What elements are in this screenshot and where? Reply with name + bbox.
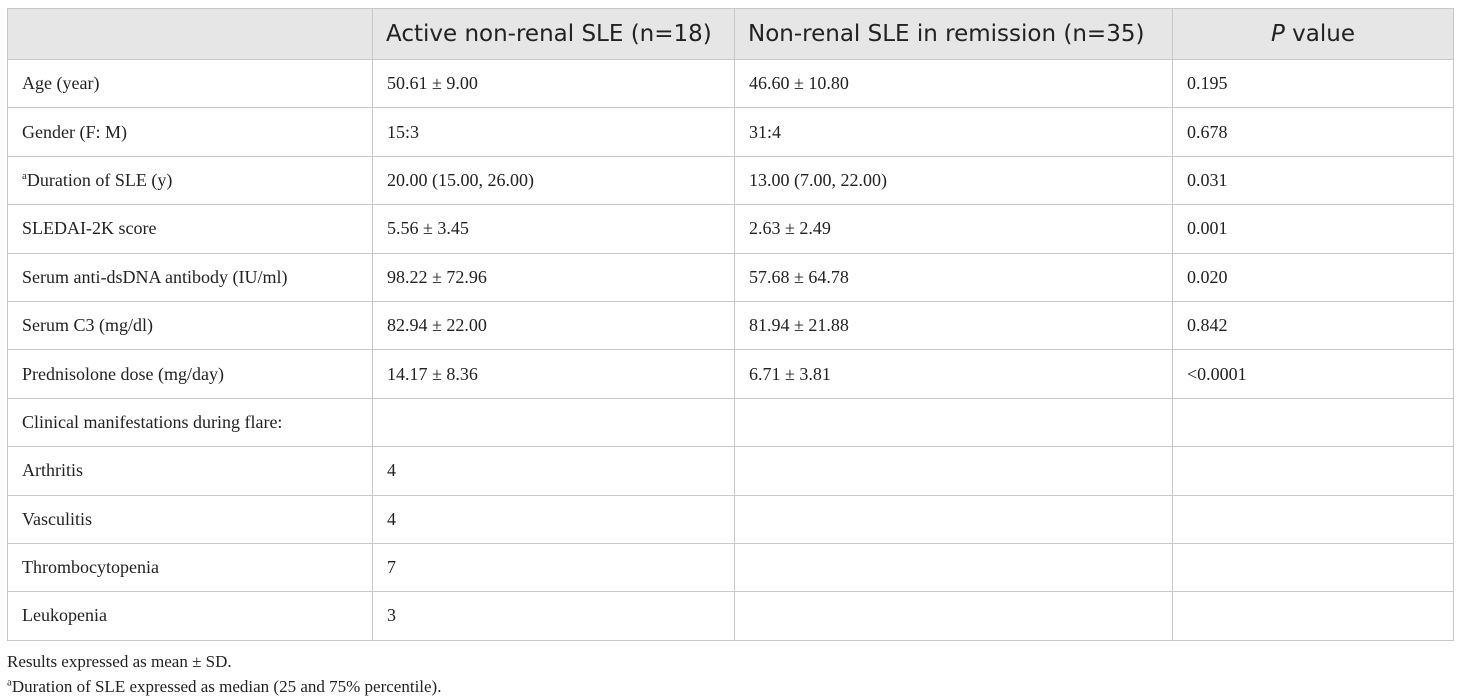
- row-label-cell: Vasculitis: [7, 494, 373, 544]
- p-value-cell: [1172, 397, 1454, 448]
- header-cell-remission: Non-renal SLE in remission (n=35): [734, 8, 1173, 60]
- remission-value-cell: [734, 542, 1173, 593]
- active-value-cell: 98.22 ± 72.96: [372, 252, 735, 302]
- p-value-cell: 0.195: [1172, 58, 1454, 109]
- footnote-text: Results expressed as mean ± SD.: [7, 651, 232, 671]
- active-value-cell: [372, 397, 735, 448]
- active-value-cell: 4: [372, 494, 735, 544]
- table-row: Leukopenia 3: [7, 591, 1454, 641]
- table-row: Serum anti-dsDNA antibody (IU/ml) 98.22 ±…: [7, 252, 1454, 302]
- remission-value-cell: 2.63 ± 2.49: [734, 204, 1173, 254]
- p-value-cell: 0.678: [1172, 107, 1454, 157]
- cell-text: Duration of SLE (y): [26, 169, 173, 190]
- p-value-cell: <0.0001: [1172, 349, 1454, 399]
- active-value-cell: 82.94 ± 22.00: [372, 300, 735, 351]
- active-value-cell: 3: [372, 591, 735, 641]
- active-value-cell: 50.61 ± 9.00: [372, 58, 735, 109]
- p-value-cell: 0.031: [1172, 155, 1454, 206]
- table-row: Thrombocytopenia 7: [7, 542, 1454, 593]
- data-table: Active non-renal SLE (n=18) Non-renal SL…: [7, 8, 1454, 641]
- remission-value-cell: [734, 446, 1173, 496]
- header-row: Active non-renal SLE (n=18) Non-renal SL…: [7, 8, 1454, 60]
- table-row: Clinical manifestations during flare:: [7, 397, 1454, 448]
- table-row: Arthritis 4: [7, 446, 1454, 496]
- table-body: Age (year) 50.61 ± 9.00 46.60 ± 10.80 0.195…: [7, 58, 1454, 641]
- table-row: Gender (F: M) 15:3 31:4 0.678: [7, 107, 1454, 157]
- active-value-cell: 20.00 (15.00, 26.00): [372, 155, 735, 206]
- active-value-cell: 15:3: [372, 107, 735, 157]
- row-label-cell: Clinical manifestations during flare:: [7, 397, 373, 448]
- footnote-superscript: a: [7, 676, 12, 689]
- active-value-cell: 7: [372, 542, 735, 593]
- table-row: Serum C3 (mg/dl) 82.94 ± 22.00 81.94 ± 21.…: [7, 300, 1454, 351]
- footnote: Results expressed as mean ± SD.: [7, 649, 1453, 674]
- row-label-cell: Gender (F: M): [7, 107, 373, 157]
- active-value-cell: 4: [372, 446, 735, 496]
- p-value-cell: 0.001: [1172, 204, 1454, 254]
- row-label-cell: aDuration of SLE (y): [7, 155, 373, 206]
- remission-value-cell: [734, 494, 1173, 544]
- p-value-cell: [1172, 591, 1454, 641]
- remission-value-cell: 57.68 ± 64.78: [734, 252, 1173, 302]
- active-value-cell: 14.17 ± 8.36: [372, 349, 735, 399]
- table-row: SLEDAI-2K score 5.56 ± 3.45 2.63 ± 2.49 0.0…: [7, 204, 1454, 254]
- table-row: Age (year) 50.61 ± 9.00 46.60 ± 10.80 0.195: [7, 58, 1454, 109]
- p-value-cell: [1172, 542, 1454, 593]
- table-container: Active non-renal SLE (n=18) Non-renal SL…: [7, 8, 1454, 699]
- row-label-cell: Thrombocytopenia: [7, 542, 373, 593]
- footnote-text: Duration of SLE expressed as median (25 …: [11, 676, 442, 696]
- row-label-cell: Leukopenia: [7, 591, 373, 641]
- p-value-cell: 0.020: [1172, 252, 1454, 302]
- p-value-cell: [1172, 494, 1454, 544]
- table-row: aDuration of SLE (y) 20.00 (15.00, 26.00)…: [7, 155, 1454, 206]
- footnote: aDuration of SLE expressed as median (25…: [7, 674, 1453, 699]
- footnotes: Results expressed as mean ± SD. aDuratio…: [7, 649, 1453, 699]
- remission-value-cell: 31:4: [734, 107, 1173, 157]
- active-value-cell: 5.56 ± 3.45: [372, 204, 735, 254]
- table-header: Active non-renal SLE (n=18) Non-renal SL…: [7, 8, 1454, 60]
- remission-value-cell: [734, 591, 1173, 641]
- remission-value-cell: 6.71 ± 3.81: [734, 349, 1173, 399]
- p-value-cell: 0.842: [1172, 300, 1454, 351]
- p-value-cell: [1172, 446, 1454, 496]
- header-cell-blank: [7, 8, 373, 60]
- remission-value-cell: 81.94 ± 21.88: [734, 300, 1173, 351]
- table-row: Prednisolone dose (mg/day) 14.17 ± 8.36 6.…: [7, 349, 1454, 399]
- header-cell-p-value: P value: [1172, 8, 1454, 60]
- row-label-cell: Serum anti-dsDNA antibody (IU/ml): [7, 252, 373, 302]
- row-label-cell: Arthritis: [7, 446, 373, 496]
- table-row: Vasculitis 4: [7, 494, 1454, 544]
- remission-value-cell: [734, 397, 1173, 448]
- row-label-cell: Age (year): [7, 58, 373, 109]
- row-label-cell: Prednisolone dose (mg/day): [7, 349, 373, 399]
- remission-value-cell: 46.60 ± 10.80: [734, 58, 1173, 109]
- remission-value-cell: 13.00 (7.00, 22.00): [734, 155, 1173, 206]
- p-italic: P: [1270, 21, 1285, 47]
- row-label-cell: Serum C3 (mg/dl): [7, 300, 373, 351]
- row-label-cell: SLEDAI-2K score: [7, 204, 373, 254]
- footnote-marker: a: [22, 169, 27, 182]
- p-value-rest: value: [1284, 21, 1355, 47]
- header-cell-active: Active non-renal SLE (n=18): [372, 8, 735, 60]
